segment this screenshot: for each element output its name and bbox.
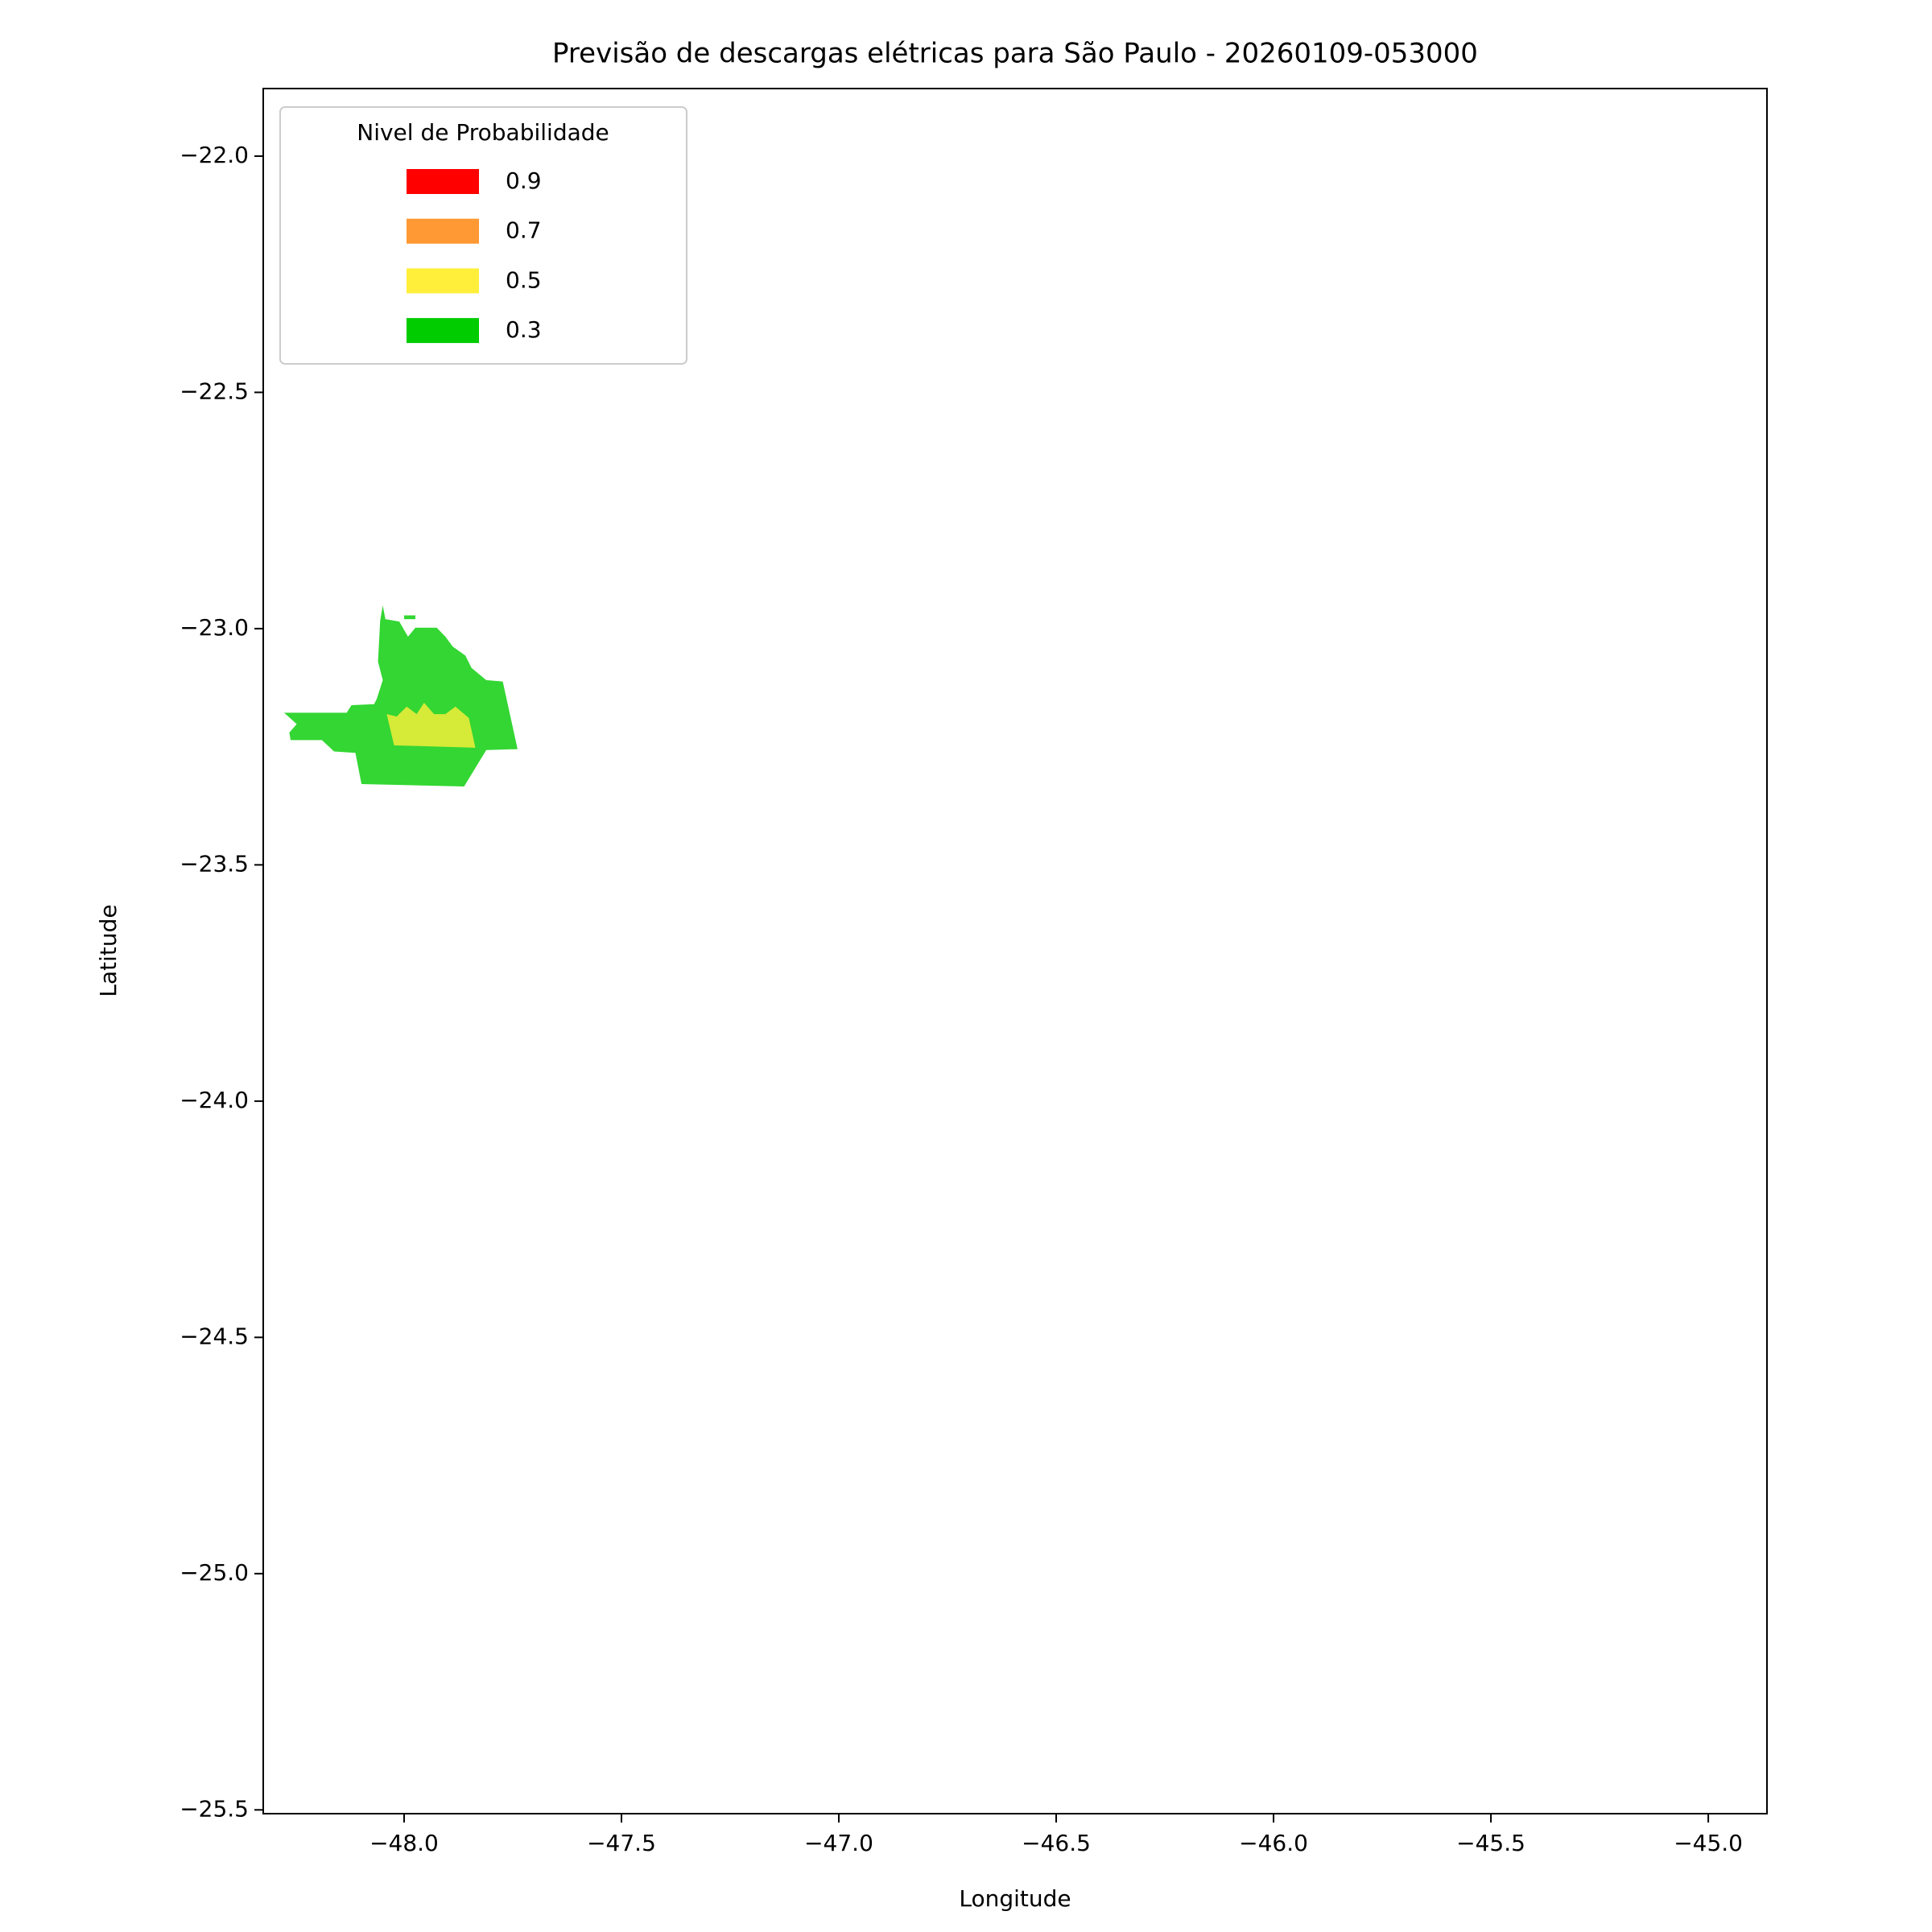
legend-label: 0.3: [506, 316, 542, 343]
plot-frame: [262, 88, 1768, 1814]
legend-title: Nivel de Probabilidade: [357, 119, 609, 146]
legend-swatch: [407, 268, 479, 294]
x-tick-label: −45.0: [1674, 1830, 1743, 1856]
y-tick-label: −24.5: [180, 1323, 249, 1349]
x-tick-label: −45.5: [1456, 1830, 1525, 1856]
y-tick-label: −23.0: [180, 614, 249, 641]
y-tick-label: −22.0: [180, 142, 249, 168]
legend-box: [279, 106, 687, 365]
legend-label: 0.5: [506, 266, 542, 293]
x-axis-label: Longitude: [959, 1885, 1071, 1912]
y-tick-label: −25.0: [180, 1559, 249, 1586]
axes: −48.0 −47.5 −47.0 −46.5 −46.0 −45.5 −45.0 −22.0…: [180, 142, 1743, 1856]
legend-label: 0.7: [506, 217, 542, 244]
legend-label: 0.9: [506, 167, 542, 194]
x-tick-label: −47.5: [587, 1830, 656, 1856]
probability-region: [403, 615, 416, 620]
legend-swatch: [407, 218, 479, 244]
chart-title: Previsão de descargas elétricas para São…: [552, 38, 1478, 70]
x-tick-label: −48.0: [369, 1830, 439, 1856]
x-tick-label: −46.5: [1022, 1830, 1091, 1856]
y-tick-label: −23.5: [180, 850, 249, 877]
probability-region: [386, 703, 476, 748]
legend: Nivel de Probabilidade 0.9 0.7 0.5 0.3: [279, 106, 687, 365]
x-tick-label: −46.0: [1239, 1830, 1308, 1856]
x-tick-label: −47.0: [804, 1830, 873, 1856]
regions: [283, 605, 518, 786]
y-tick-label: −22.5: [180, 378, 249, 404]
legend-swatch: [407, 318, 479, 344]
y-tick-label: −24.0: [180, 1087, 249, 1113]
y-axis-label: Latitude: [95, 904, 122, 997]
y-tick-label: −25.5: [180, 1795, 249, 1822]
legend-swatch: [407, 169, 479, 194]
